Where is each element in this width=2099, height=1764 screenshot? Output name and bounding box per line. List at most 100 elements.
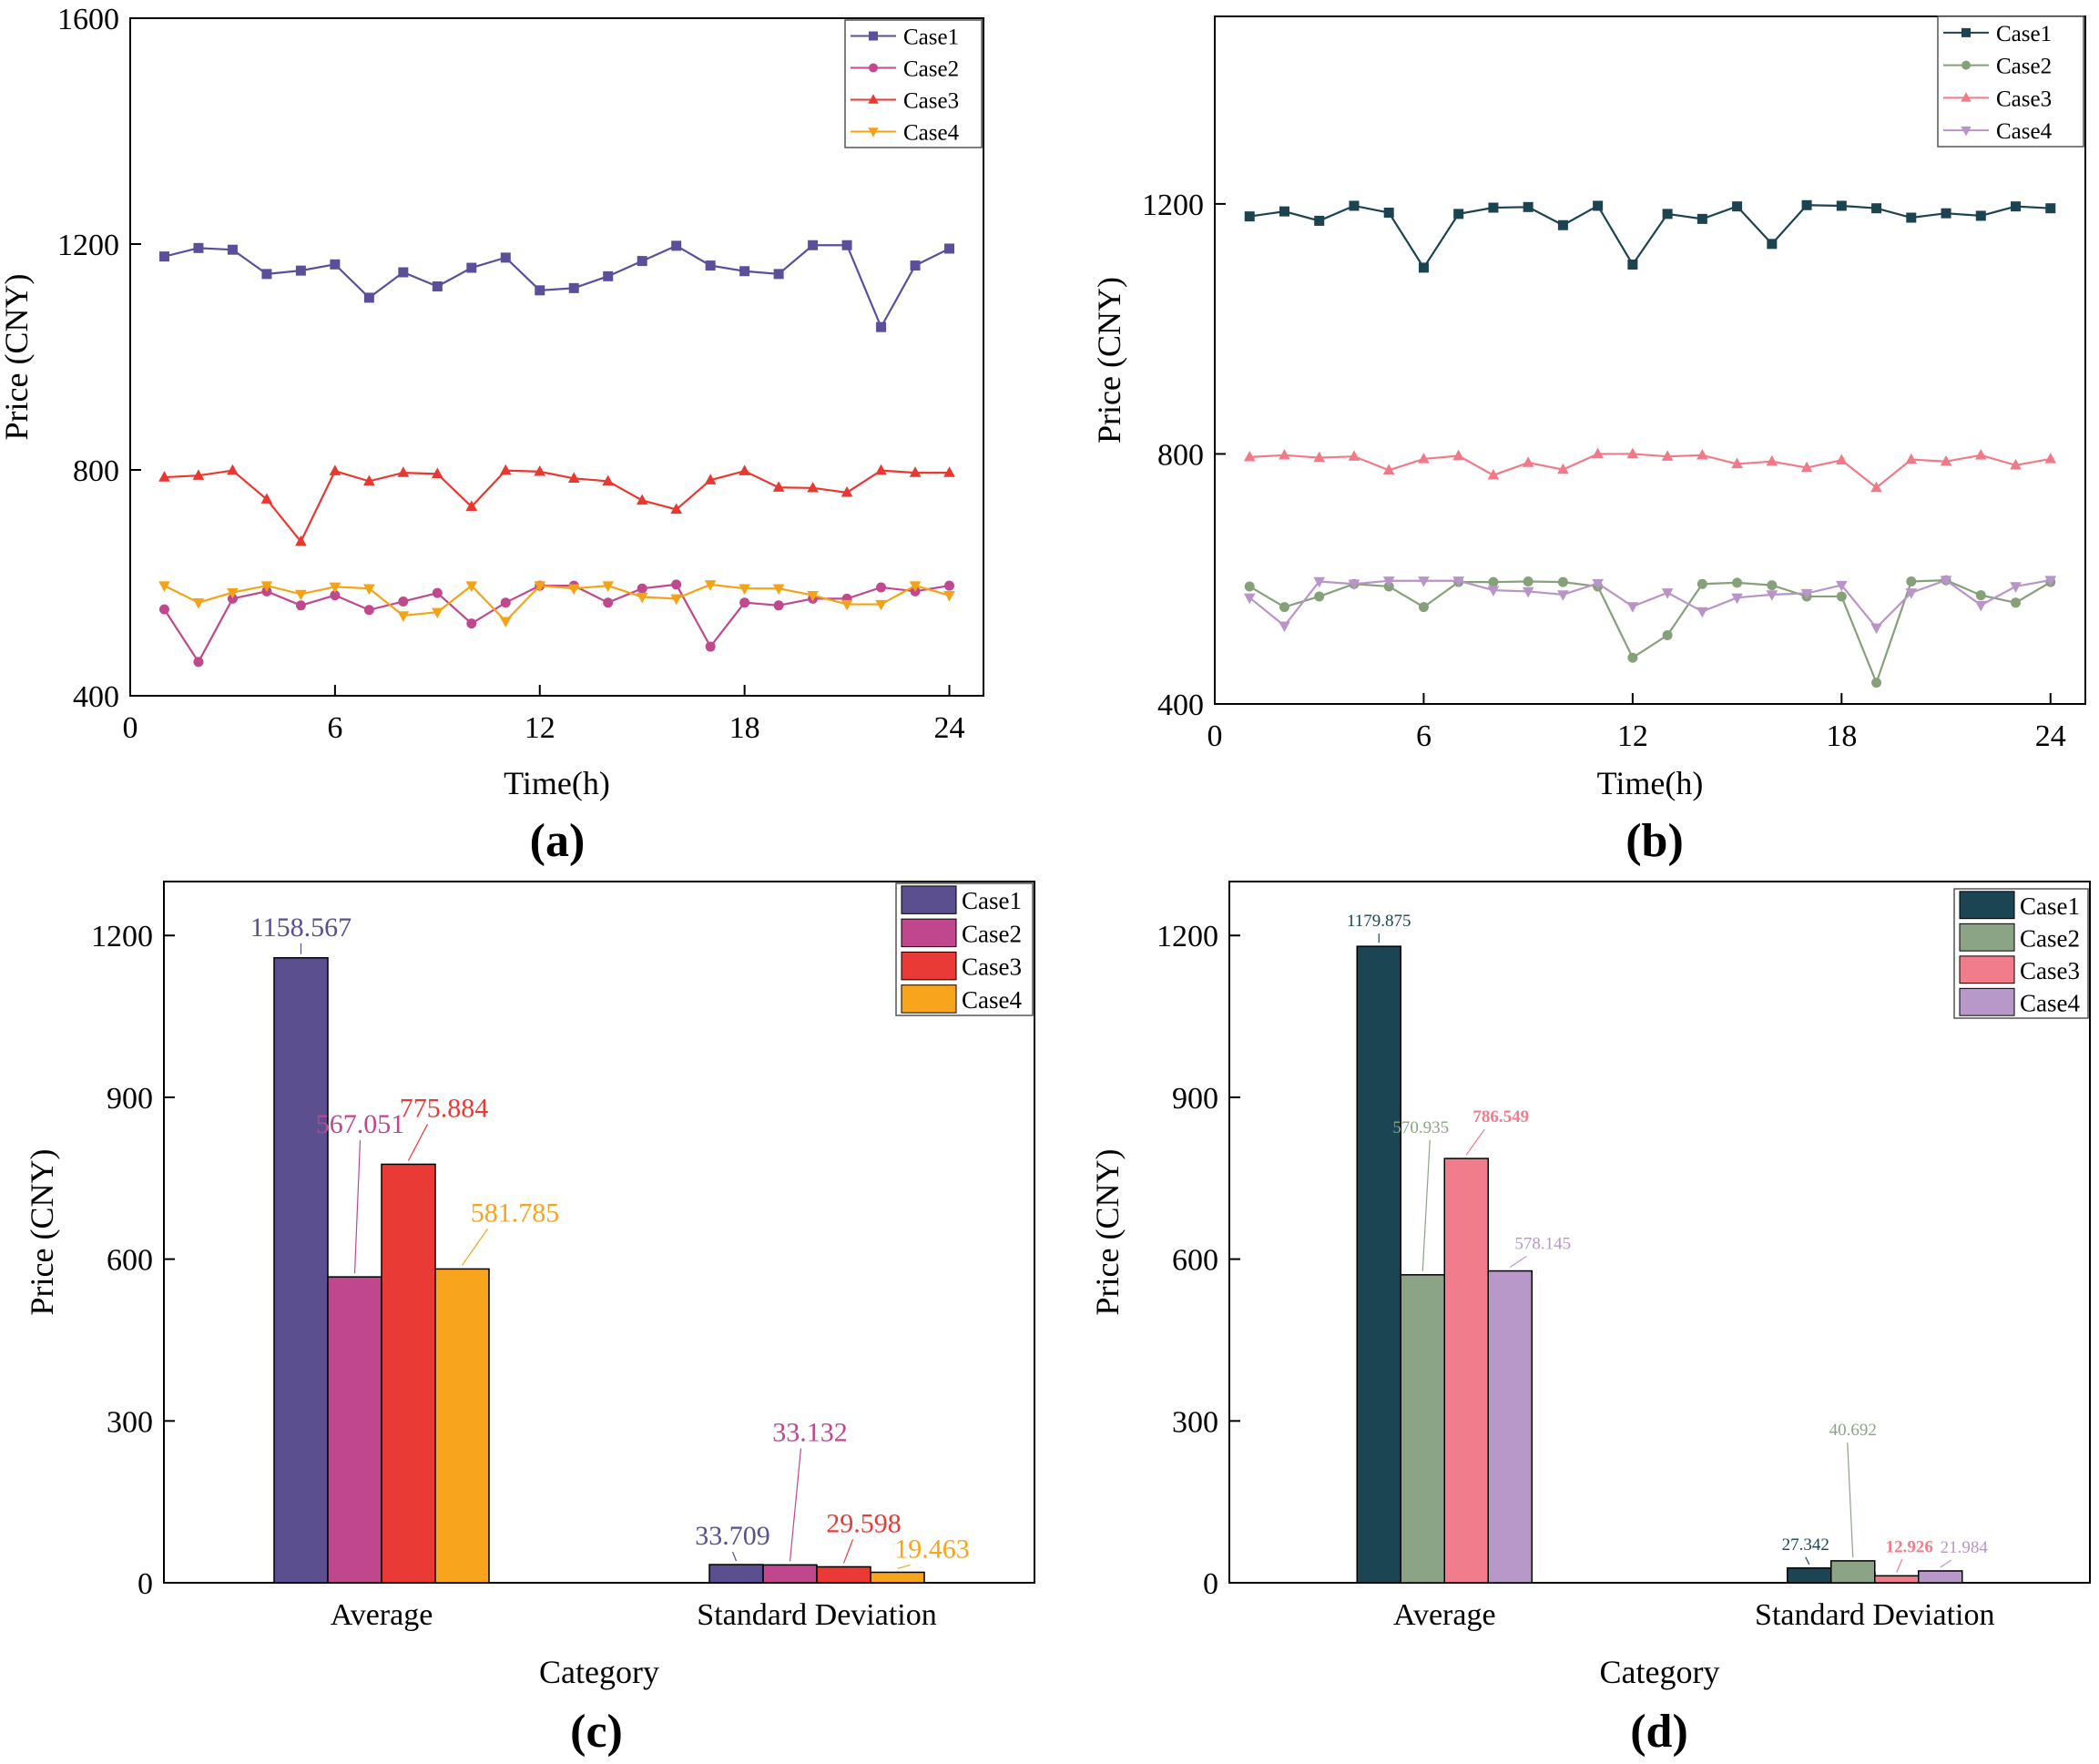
- y-tick-label: 1200: [1156, 920, 1218, 953]
- data-point-case3: [1313, 451, 1326, 463]
- bar-case2: [1400, 1274, 1445, 1584]
- data-label-case3: 12.926: [1886, 1537, 1933, 1556]
- data-point-case3: [841, 485, 853, 497]
- panel-d-bar-chart: 0 300 600 900 1200 Price (CNY) Category Average…: [1089, 881, 2091, 1690]
- data-point-case3: [1800, 461, 1813, 473]
- data-point-case1: [671, 240, 682, 251]
- bar-case3: [816, 1565, 871, 1584]
- data-label-case1: 1158.567: [250, 913, 352, 943]
- data-point-case3: [1870, 481, 1882, 493]
- legend-label-case3: Case3: [903, 89, 959, 114]
- plot-frame: [1228, 881, 2091, 1584]
- x-tick-label: 0: [1207, 719, 1223, 753]
- data-point-case1: [637, 256, 647, 267]
- y-tick-label: 1200: [57, 229, 119, 262]
- data-point-case2: [1732, 577, 1743, 588]
- data-point-case3: [1487, 468, 1500, 480]
- data-label-case2: 570.935: [1392, 1118, 1449, 1137]
- x-tick-label: Average: [1393, 1598, 1496, 1632]
- data-point-case4: [807, 590, 819, 602]
- data-label-case4: 581.785: [471, 1198, 560, 1228]
- data-point-case4: [1800, 588, 1813, 600]
- data-label-case1: 27.342: [1782, 1535, 1829, 1555]
- bar-case1: [273, 957, 329, 1584]
- data-point-case1: [1488, 202, 1499, 213]
- y-tick-label: 800: [1157, 438, 1204, 472]
- data-label-case3: 786.549: [1472, 1107, 1529, 1127]
- legend-marker-case3: [868, 94, 879, 104]
- data-point-case4: [1697, 607, 1708, 618]
- data-point-case1: [2045, 203, 2056, 214]
- data-point-case3: [1974, 448, 1987, 460]
- data-point-case3: [227, 464, 239, 475]
- data-point-case2: [1975, 590, 1986, 601]
- x-tick-label: Average: [331, 1598, 433, 1632]
- data-point-case4: [636, 592, 648, 604]
- data-point-case1: [1593, 200, 1604, 211]
- data-point-case3: [534, 464, 546, 476]
- data-point-case4: [1626, 602, 1639, 613]
- data-point-case2: [1314, 591, 1325, 602]
- data-point-case4: [397, 611, 410, 622]
- data-point-case4: [1243, 593, 1256, 605]
- y-axis-label: Price (CNY): [24, 1149, 60, 1316]
- data-point-case3: [909, 466, 922, 477]
- data-point-case3: [943, 466, 955, 477]
- data-point-case2: [1662, 630, 1673, 640]
- data-point-case3: [739, 464, 750, 475]
- bar-case3: [1443, 1157, 1489, 1584]
- data-point-case2: [671, 579, 682, 590]
- data-point-case3: [1697, 448, 1708, 460]
- y-tick-label: 0: [1203, 1567, 1218, 1601]
- data-point-case4: [227, 587, 239, 599]
- y-axis-label: Price (CNY): [1091, 277, 1127, 444]
- data-point-case2: [1244, 581, 1255, 592]
- y-tick-label: 1600: [57, 3, 119, 36]
- panel-c-bar-chart: 0 300 600 900 1200 Price (CNY) Category Average…: [24, 881, 1035, 1690]
- data-point-case1: [1662, 209, 1673, 219]
- legend-marker-case2: [1961, 60, 1971, 70]
- legend-label-case3: Case3: [962, 953, 1022, 981]
- x-tick-label: 6: [1416, 719, 1432, 753]
- data-point-case3: [1661, 450, 1674, 461]
- data-point-case4: [1487, 586, 1500, 596]
- data-point-case3: [363, 474, 375, 486]
- data-point-case4: [1592, 578, 1604, 590]
- legend-label-case2: Case2: [962, 920, 1022, 947]
- data-label-case4: 21.984: [1941, 1538, 1989, 1557]
- data-point-case4: [567, 584, 580, 596]
- data-point-case1: [944, 243, 955, 254]
- data-point-case2: [1697, 578, 1707, 589]
- x-tick-label: 0: [123, 711, 138, 745]
- panel-a-label: (a): [530, 815, 586, 867]
- data-label-leader: [842, 1539, 854, 1564]
- legend-marker-case4: [1961, 126, 1972, 137]
- data-label-case4: 19.463: [894, 1534, 970, 1564]
- data-point-case4: [1279, 621, 1290, 633]
- data-point-case3: [1766, 454, 1778, 466]
- legend-label-case4: Case4: [903, 121, 960, 146]
- legend-marker-case1: [1961, 27, 1971, 37]
- bar-case2: [762, 1564, 818, 1584]
- data-point-case4: [2044, 576, 2057, 586]
- legend-marker-case4: [868, 127, 879, 138]
- data-point-case2: [944, 580, 955, 591]
- data-point-case1: [1627, 259, 1638, 270]
- data-point-case3: [1522, 456, 1534, 467]
- data-point-case4: [704, 580, 717, 591]
- data-point-case3: [431, 467, 443, 479]
- x-axis-label: Time(h): [1597, 765, 1704, 801]
- data-point-case1: [1941, 208, 1951, 219]
- data-point-case3: [1731, 457, 1743, 469]
- data-label-leader: [1465, 1128, 1485, 1156]
- data-point-case2: [876, 582, 887, 593]
- x-tick-label: 12: [525, 711, 555, 745]
- data-point-case2: [466, 618, 477, 629]
- data-point-case2: [1906, 576, 1917, 586]
- data-point-case3: [807, 481, 819, 493]
- data-label-case2: 40.692: [1829, 1421, 1877, 1440]
- data-point-case3: [567, 472, 580, 483]
- data-point-case3: [295, 535, 307, 546]
- data-point-case3: [499, 464, 512, 475]
- data-point-case3: [1382, 464, 1395, 474]
